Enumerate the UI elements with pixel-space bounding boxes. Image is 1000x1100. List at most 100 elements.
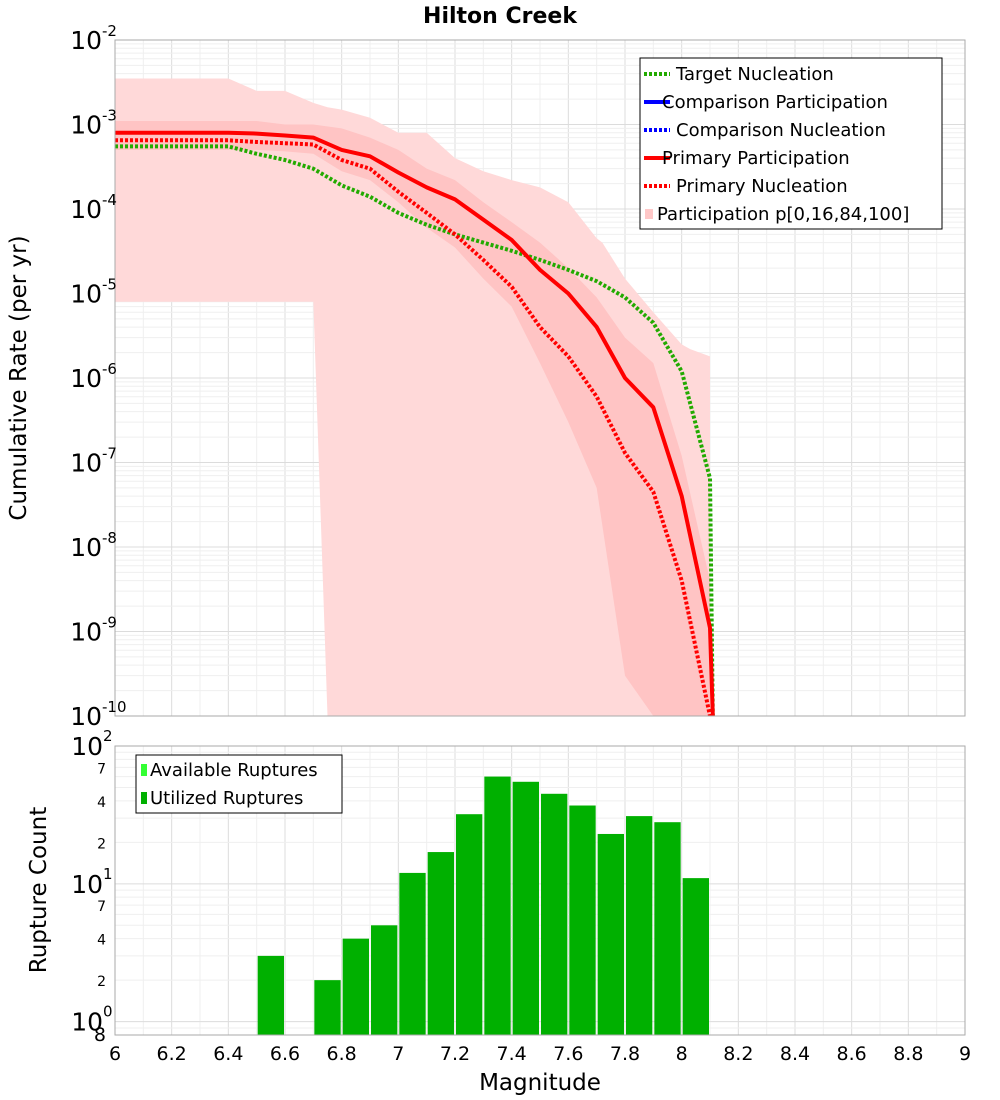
series-primary-participation [115,130,715,717]
rate-y-tick-exponent: -7 [102,445,117,463]
rate-y-tick: 10 -7 [70,445,117,478]
series-target-nucleation [115,144,715,717]
rate-y-tick-exponent: -9 [102,614,117,632]
bar-utilized-ruptures [541,793,568,1035]
bar-utilized-ruptures [654,822,681,1035]
rate-y-tick-exponent: -2 [102,22,117,40]
rate-plot-frame [114,39,966,717]
x-tick-label: 8 [676,1043,688,1065]
bar-utilized-ruptures [682,878,709,1035]
rate-y-tick-exponent: -5 [102,276,117,294]
x-tick-label: 6.4 [213,1043,243,1065]
x-axis-ticks: 6 6.2 6.4 6.6 6.8 7 7.2 7.4 7.6 7.8 8 8.2 8.4 8.6 8.8 9 [109,1043,971,1065]
count-y-minor-tick: 7 [97,899,106,915]
series-primary-nucleation [115,138,712,717]
count-y-tick: 10 2 [71,727,112,761]
count-y-tick-base: 10 [71,732,103,761]
rate-legend-swatch [645,209,653,219]
band-participation-p-0-100 [115,78,710,717]
x-tick-label: 7.4 [497,1043,527,1065]
rate-legend-label: Comparison Nucleation [676,120,886,141]
rate-y-tick-base: 10 [70,26,102,55]
bar-utilized-ruptures [371,925,398,1035]
bar-utilized-ruptures [569,805,596,1035]
rate-plot-bands [115,78,710,717]
bar-utilized-ruptures [399,872,426,1035]
rate-y-tick: 10 -2 [70,22,117,55]
rate-plot-lines [115,130,715,717]
band-participation-p-16-84 [115,121,710,716]
rate-y-tick: 10 -3 [70,107,117,140]
rate-y-tick-base: 10 [70,280,102,309]
count-y-minor-tick: 2 [97,974,106,990]
x-tick-label: 6.2 [157,1043,187,1065]
bar-utilized-ruptures [314,980,341,1035]
rate-legend-label: Primary Nucleation [676,176,848,197]
x-tick-label: 6.6 [270,1043,300,1065]
count-y-tick-base: 10 [71,1008,103,1037]
rate-y-tick-exponent: -8 [102,529,117,547]
bar-utilized-ruptures [257,955,284,1035]
rate-y-tick-exponent: -3 [102,107,117,125]
x-tick-label: 6 [109,1043,121,1065]
rate-plot-legend: Target Nucleation Comparison Participatio… [639,57,943,230]
x-tick-label: 7 [392,1043,404,1065]
bar-utilized-ruptures [512,781,539,1035]
count-y-minor-tick: 2 [97,836,106,852]
bar-utilized-ruptures [342,938,369,1035]
rate-y-tick-base: 10 [70,533,102,562]
rate-y-tick-exponent: -6 [102,360,117,378]
count-legend-box [135,754,343,814]
bar-utilized-ruptures [597,833,624,1035]
x-tick-label: 7.2 [440,1043,470,1065]
rate-y-tick: 10 -6 [70,360,117,393]
bar-utilized-ruptures [456,814,483,1035]
rate-y-tick-base: 10 [70,364,102,393]
rate-y-tick-base: 10 [70,449,102,478]
count-legend-swatch [141,792,147,804]
rate-legend-label: Target Nucleation [675,64,834,85]
rate-y-tick-base: 10 [70,618,102,647]
count-legend-label: Available Ruptures [150,760,318,781]
bar-utilized-ruptures [484,776,511,1035]
count-legend-label: Utilized Ruptures [150,788,303,809]
rate-y-tick-base: 10 [70,111,102,140]
count-plot-bars [257,776,709,1035]
rate-y-tick-exponent: -4 [102,191,117,209]
x-tick-label: 8.2 [723,1043,753,1065]
x-tick-label: 6.8 [327,1043,357,1065]
count-y-tick-exponent: 2 [103,727,113,745]
count-y-tick-exponent: 1 [103,865,113,883]
count-y-tick-base: 10 [71,870,103,899]
rate-y-tick: 10 -5 [70,276,117,309]
x-tick-label: 7.8 [610,1043,640,1065]
count-y-tick: 10 1 [71,865,112,899]
count-plot-y-label: Rupture Count [26,807,52,973]
rate-y-tick: 10 -10 [70,698,126,731]
chart-title: Hilton Creek [423,4,578,29]
rate-y-tick: 10 -4 [70,191,117,224]
x-tick-label: 9 [959,1043,971,1065]
rate-y-tick-exponent: -10 [102,698,127,716]
x-tick-label: 8.4 [780,1043,810,1065]
count-y-tick: 10 0 [71,1003,112,1037]
x-axis-label: Magnitude [479,1070,601,1096]
rate-legend-label: Comparison Participation [662,92,888,113]
rate-y-tick: 10 -9 [70,614,117,647]
count-y-minor-tick: 7 [97,761,106,777]
count-plot-legend: Available Ruptures Utilized Ruptures [135,754,343,814]
x-tick-label: 8.6 [837,1043,867,1065]
rate-y-tick-base: 10 [70,702,102,731]
count-legend-swatch [141,764,147,776]
bar-utilized-ruptures [626,816,653,1035]
bar-utilized-ruptures [427,852,454,1035]
rate-legend-label: Primary Participation [662,148,850,169]
rate-y-tick-base: 10 [70,195,102,224]
rate-legend-box [639,57,943,230]
rate-plot-y-label: Cumulative Rate (per yr) [6,235,32,520]
rate-y-tick: 10 -8 [70,529,117,562]
